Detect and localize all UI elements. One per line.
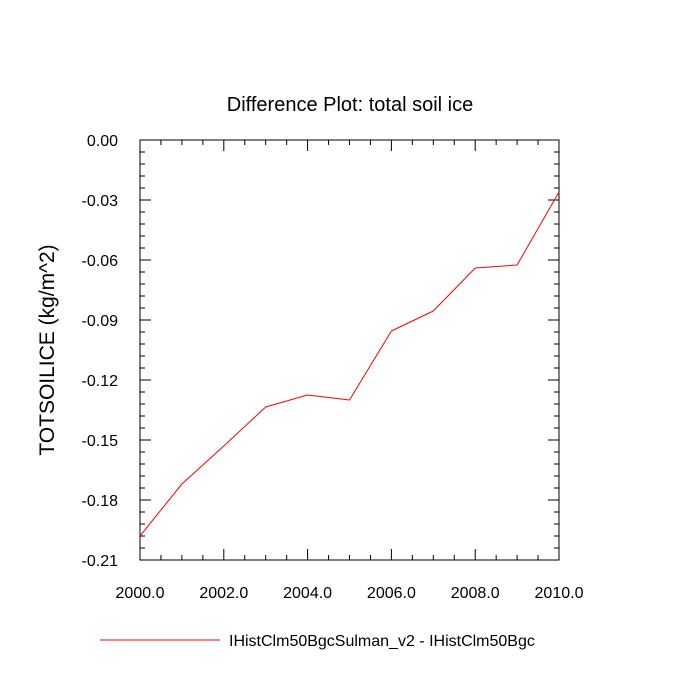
chart-title: Difference Plot: total soil ice [227, 94, 473, 116]
y-tick-label: -0.03 [82, 193, 119, 210]
x-tick-label: 2008.0 [451, 585, 500, 602]
y-tick-label: -0.06 [82, 253, 119, 270]
series-line [139, 191, 560, 537]
legend-label: IHistClm50BgcSulman_v2 - IHistClm50Bgc [229, 633, 535, 650]
x-tick-label: 2002.0 [199, 585, 248, 602]
x-tick-label: 2000.0 [116, 585, 165, 602]
y-tick-label: 0.00 [87, 133, 118, 150]
y-tick-label: -0.09 [82, 313, 119, 330]
plot-frame [139, 139, 560, 561]
y-axis-label: TOTSOILICE (kg/m^2) [36, 244, 59, 455]
y-tick-label: -0.21 [82, 553, 119, 570]
legend: IHistClm50BgcSulman_v2 - IHistClm50Bgc [100, 633, 535, 650]
x-tick-label: 2004.0 [283, 585, 332, 602]
y-tick-label: -0.18 [82, 493, 119, 510]
x-tick-label: 2006.0 [367, 585, 416, 602]
plot-area: 2000.0 2002.0 2004.0 2006.0 2008.0 2010.0 0.00… [82, 133, 584, 602]
y-tick-label: -0.15 [82, 433, 119, 450]
y-tick-label: -0.12 [82, 373, 119, 390]
x-tick-label: 2010.0 [535, 585, 584, 602]
